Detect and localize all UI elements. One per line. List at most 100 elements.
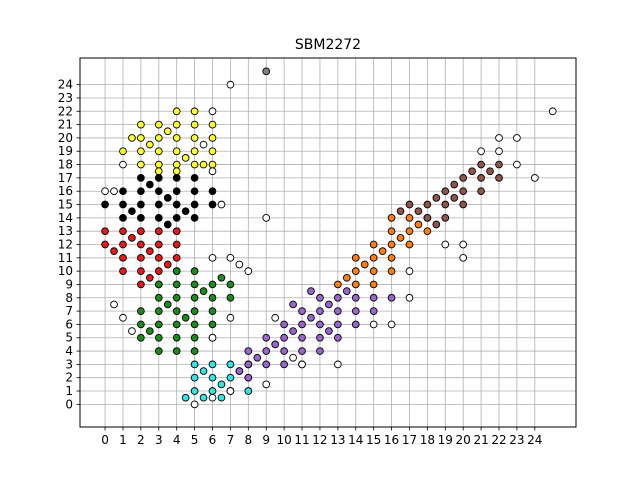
scatter-point-series-5 — [325, 327, 333, 335]
scatter-point-series-0 — [208, 147, 217, 156]
scatter-point-series-3 — [163, 300, 172, 309]
scatter-point-series-8 — [387, 320, 396, 329]
scatter-point-series-6 — [387, 240, 396, 249]
scatter-point-series-8 — [477, 147, 485, 156]
scatter-point-series-3 — [154, 280, 163, 289]
x-tick-label: 4 — [173, 433, 181, 447]
scatter-point-series-1 — [208, 187, 217, 196]
x-tick-label: 19 — [438, 433, 453, 447]
scatter-point-series-2 — [145, 247, 154, 256]
scatter-point-series-4 — [217, 393, 226, 402]
scatter-point-series-4 — [199, 393, 208, 402]
scatter-point-series-5 — [387, 293, 396, 302]
scatter-point-series-8 — [405, 293, 414, 302]
scatter-point-series-8 — [513, 160, 521, 169]
scatter-point-series-7 — [459, 174, 468, 182]
scatter-point-series-4 — [190, 387, 199, 395]
scatter-point-series-8 — [262, 214, 271, 222]
scatter-point-series-6 — [333, 280, 342, 289]
scatter-point-series-4 — [208, 360, 217, 369]
x-tick-label: 22 — [491, 433, 506, 447]
scatter-point-series-5 — [262, 360, 271, 369]
scatter-point-series-2 — [154, 240, 163, 249]
scatter-point-series-7 — [450, 180, 459, 189]
y-tick-label: 22 — [58, 104, 73, 118]
x-tick-label: 18 — [420, 433, 435, 447]
y-tick-label: 21 — [58, 118, 73, 132]
scatter-point-series-4 — [190, 360, 199, 369]
scatter-point-series-1 — [137, 200, 145, 209]
scatter-point-series-4 — [181, 393, 190, 402]
x-tick-label: 6 — [209, 433, 217, 447]
y-tick-label: 0 — [65, 397, 73, 411]
scatter-point-series-0 — [172, 147, 181, 156]
x-axis-ticks: 0 1 2 3 4 5 6 7 8 9 10 11 12 13 14 15 16 17 18 19 20 21 22 23 24 — [101, 427, 542, 447]
scatter-point-series-5 — [351, 293, 360, 302]
scatter-point-series-5 — [316, 333, 324, 342]
scatter-point-series-2 — [163, 260, 172, 269]
scatter-point-series-6 — [369, 267, 378, 275]
scatter-point-series-5 — [369, 293, 378, 302]
scatter-point-series-8 — [199, 140, 208, 149]
x-tick-label: 9 — [262, 433, 270, 447]
scatter-point-series-5 — [333, 293, 342, 302]
scatter-point-series-2 — [137, 227, 145, 236]
scatter-point-series-0 — [154, 147, 163, 156]
x-tick-label: 20 — [456, 433, 471, 447]
scatter-point-series-1 — [154, 174, 163, 182]
y-tick-label: 15 — [58, 198, 73, 212]
scatter-point-series-5 — [298, 347, 306, 355]
scatter-point-series-1 — [119, 187, 127, 196]
scatter-point-series-3 — [137, 320, 145, 329]
x-tick-label: 21 — [473, 433, 488, 447]
scatter-point-series-2 — [119, 240, 127, 249]
scatter-point-series-8 — [244, 267, 253, 275]
scatter-point-series-1 — [190, 200, 199, 209]
scatter-point-series-3 — [172, 280, 181, 289]
scatter-point-series-1 — [163, 194, 172, 202]
scatter-point-series-5 — [325, 300, 333, 309]
scatter-point-series-2 — [101, 227, 109, 236]
scatter-point-series-2 — [154, 253, 163, 262]
scatter-point-series-0 — [137, 160, 145, 169]
x-tick-label: 5 — [191, 433, 199, 447]
scatter-point-series-6 — [405, 240, 414, 249]
scatter-point-series-8 — [459, 240, 468, 249]
scatter-point-series-8 — [459, 253, 468, 262]
scatter-point-series-1 — [172, 187, 181, 196]
scatter-point-series-3 — [172, 293, 181, 302]
x-tick-label: 15 — [366, 433, 381, 447]
scatter-point-series-5 — [316, 293, 324, 302]
scatter-point-series-8 — [119, 313, 127, 322]
scatter-point-series-6 — [387, 267, 396, 275]
scatter-point-series-6 — [342, 273, 351, 282]
scatter-point-series-3 — [137, 307, 145, 315]
scatter-point-series-2 — [137, 280, 145, 289]
scatter-point-series-5 — [235, 367, 244, 375]
scatter-point-series-0 — [154, 120, 163, 129]
scatter-point-series-3 — [172, 333, 181, 342]
scatter-point-series-3 — [190, 280, 199, 289]
scatter-point-series-8 — [405, 267, 414, 275]
scatter-point-series-5 — [262, 333, 271, 342]
chart-title: SBM2272 — [295, 37, 361, 53]
scatter-point-series-6 — [369, 240, 378, 249]
scatter-point-series-1 — [154, 187, 163, 196]
scatter-point-series-0 — [190, 120, 199, 129]
scatter-point-series-8 — [217, 200, 226, 209]
scatter-point-series-5 — [351, 307, 360, 315]
y-tick-label: 14 — [58, 211, 73, 225]
scatter-point-series-8 — [110, 300, 118, 309]
scatter-point-series-5 — [333, 333, 342, 342]
x-tick-label: 16 — [384, 433, 399, 447]
scatter-point-series-3 — [145, 327, 154, 335]
scatter-point-series-3 — [190, 347, 199, 355]
scatter-point-series-0 — [190, 147, 199, 156]
scatter-point-series-1 — [128, 207, 136, 216]
scatter-point-series-5 — [280, 333, 288, 342]
scatter-point-series-7 — [477, 160, 485, 169]
scatter-point-series-8 — [513, 134, 521, 142]
scatter-point-series-8 — [208, 107, 217, 116]
scatter-point-series-4 — [226, 360, 235, 369]
y-tick-label: 8 — [65, 291, 73, 305]
